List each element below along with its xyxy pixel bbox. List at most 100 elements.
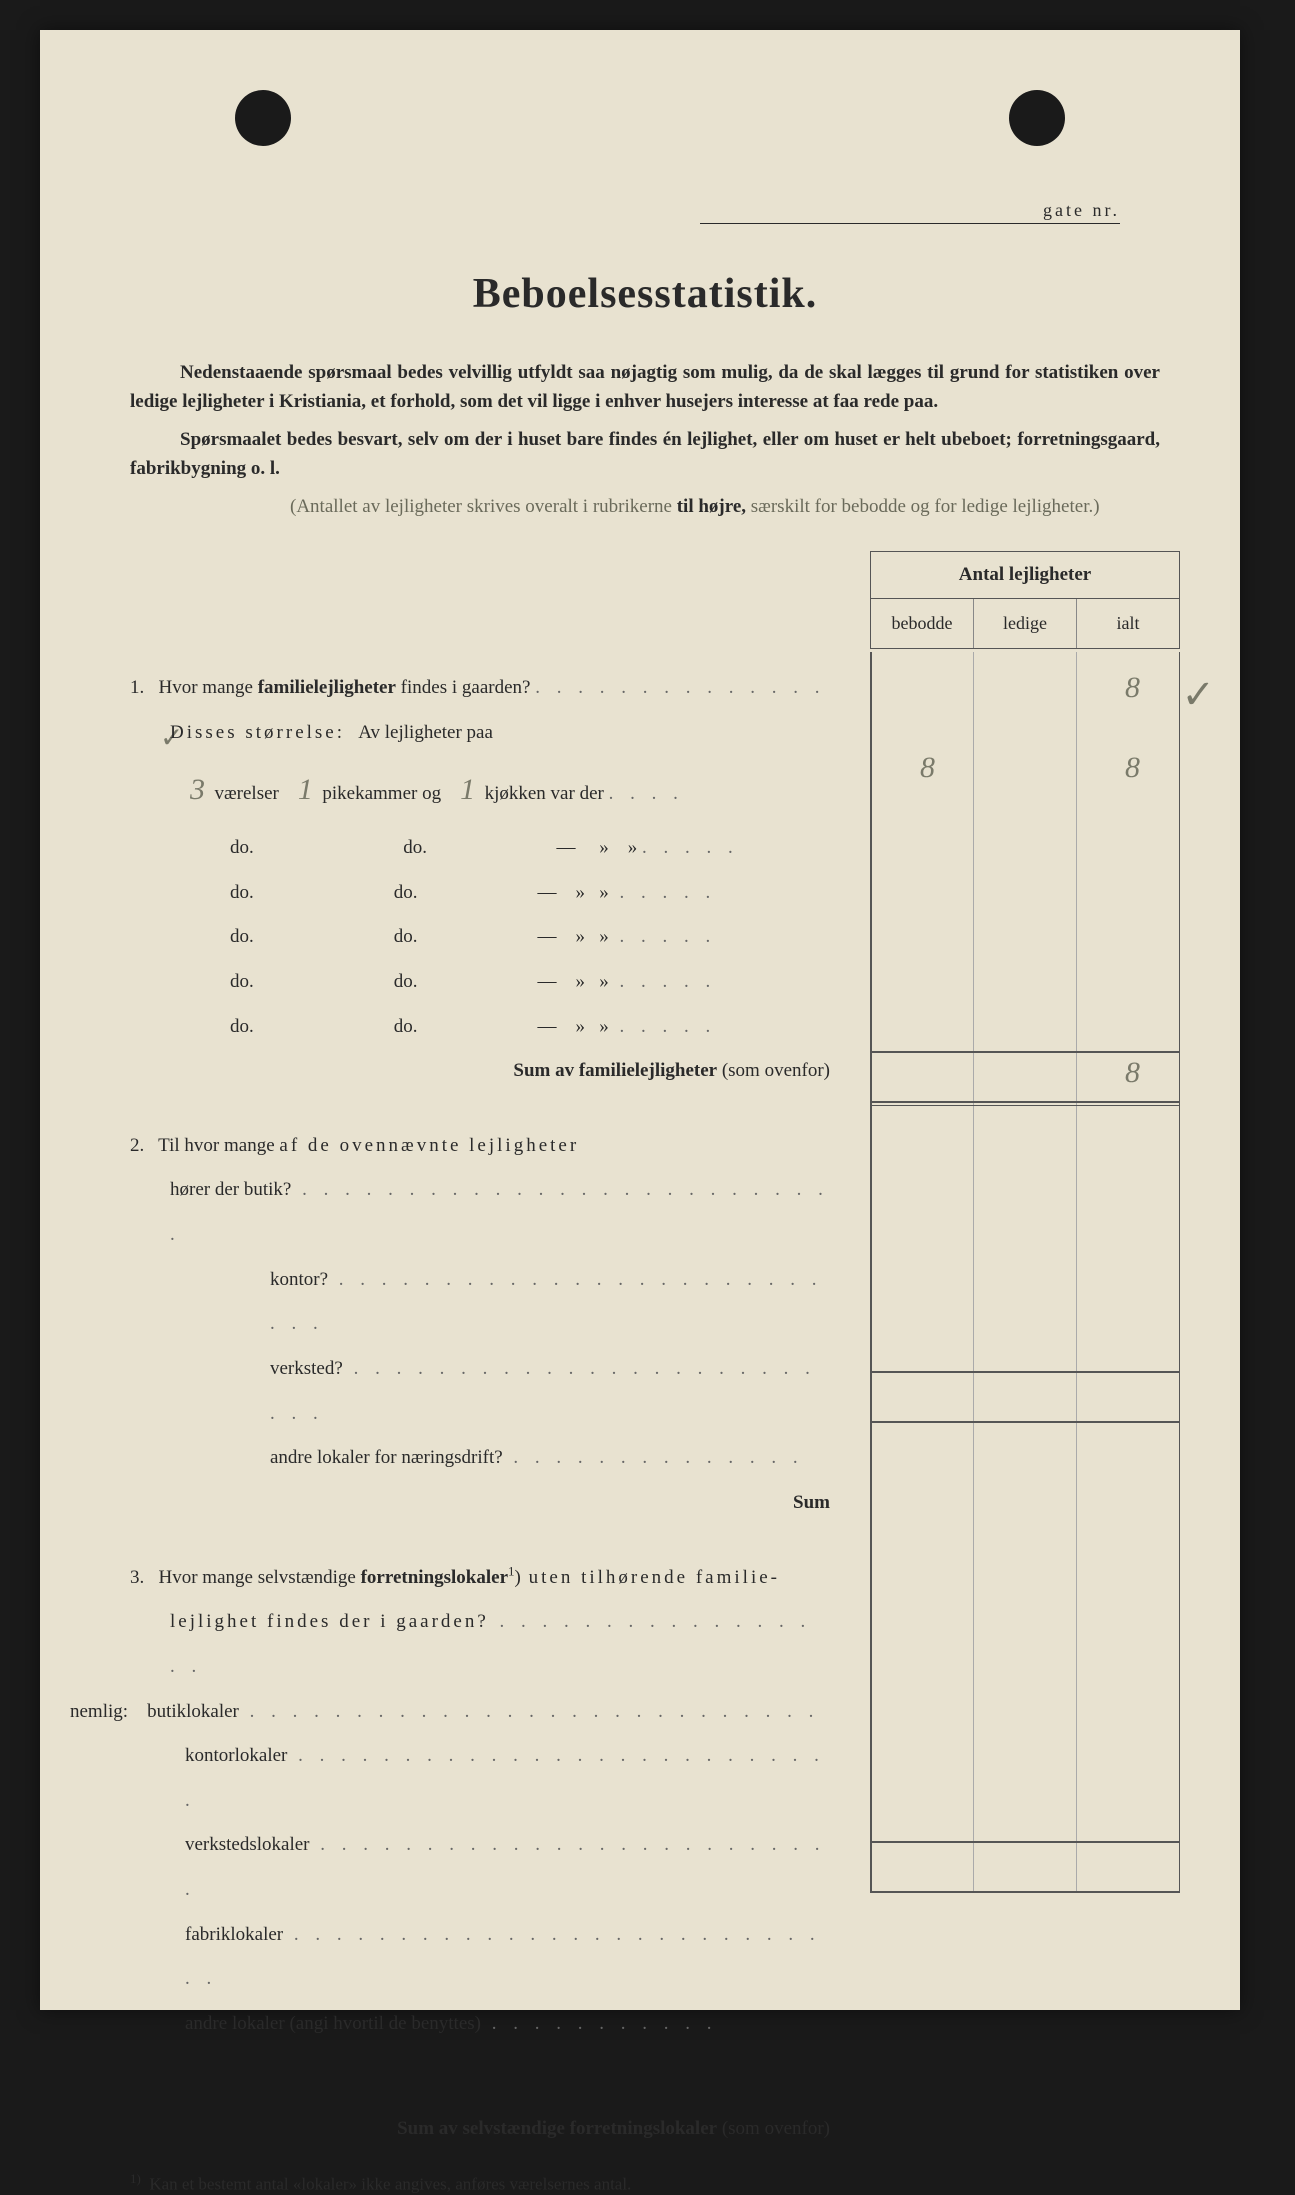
q: » [599,971,609,992]
do: do. [230,882,254,903]
q3-r5t: andre lokaler (angi hvortil de benyttes) [185,2013,481,2034]
dots: . . . . [609,783,684,804]
dots: . . . . . . . . . . . . . . . . . . . . … [270,1269,823,1335]
q1-size-label: Disses størrelse: Av lejligheter paa [130,711,830,756]
hand-pike: 1 [298,773,313,806]
q1-sum-b: (som ovenfor) [717,1060,830,1081]
dash: — [557,837,576,858]
gate-label: gate nr. [1043,200,1120,220]
q1-row-do: do.do.— » » . . . . . [130,915,830,960]
dash: — [538,926,557,947]
q2-title: 2. Til hvor mange af de ovennævnte lejli… [130,1124,830,1169]
q1-b: familielejligheter [258,677,396,698]
q3-nemlig: nemlig: butiklokaler . . . . . . . . . .… [70,1690,830,1735]
q3-r3: verkstedslokaler . . . . . . . . . . . .… [130,1823,830,1912]
gridline [1179,652,1181,1892]
do: do. [230,971,254,992]
q3-title: 3. Hvor mange selvstændige forretningslo… [130,1556,830,1601]
dash: — [538,1016,557,1037]
q1-sum: Sum av familielejligheter (som ovenfor) [130,1049,830,1094]
q3-c: uten tilhørende familie- [521,1567,780,1588]
q1-a: Hvor mange [159,677,258,698]
q2-verksted: verksted? . . . . . . . . . . . . . . . … [130,1347,830,1436]
q1-size-sub: Av lejligheter paa [358,722,493,743]
q2-kontor: kontor? . . . . . . . . . . . . . . . . … [130,1258,830,1347]
dash: — [538,882,557,903]
footnote: 1) Kan et bestemt antal «lokaler» ikke a… [130,2171,1160,2195]
q3-r5: andre lokaler (angi hvortil de benyttes)… [130,2002,830,2047]
do: do. [394,926,418,947]
hand-vaer: 3 [190,773,205,806]
dots: . . . . . [642,837,739,858]
dots: . . . . . . . . . . . . . . . . . . . . … [270,1358,816,1424]
gate-number-field: gate nr. [700,200,1120,224]
l-pike: pikekammer og [322,783,441,804]
q2-sum: Sum [130,1481,830,1526]
intro-paragraph-2: Spørsmaalet bedes besvart, selv om der i… [130,425,1160,484]
question-1: 1. Hvor mange familielejligheter findes … [130,551,1160,1094]
dots: . . . . . [609,926,717,947]
q3-l2: lejlighet findes der i gaarden? [170,1611,489,1632]
q: » [599,837,609,858]
dots: . . . . . . . . . . . . . . [535,677,825,698]
question-2: 2. Til hvor mange af de ovennævnte lejli… [130,1124,1160,1526]
q3-r2: kontorlokaler . . . . . . . . . . . . . … [130,1734,830,1823]
q2-b: af de ovennævnte lejligheter [279,1135,579,1156]
intro3-b: til højre, [677,496,746,517]
q2-l4: verksted? [270,1358,343,1379]
q: » [576,882,586,903]
intro3-c: særskilt for bebodde og for ledige lejli… [746,496,1100,517]
q1-c: findes i gaarden? [396,677,531,698]
nemlig: nemlig: [70,1701,128,1722]
do: do. [394,882,418,903]
document-page: gate nr. Beboelsesstatistik. Nedenstaaen… [40,30,1240,2010]
q2-l2: hører der butik? [170,1179,291,1200]
do: do. [394,1016,418,1037]
q1-sum-a: Sum av familielejligheter [513,1060,717,1081]
dots: . . . . . . . . . . . . . . [503,1447,804,1468]
l-kjok: kjøkken var der [485,783,604,804]
dots: . . . . . [609,882,717,903]
q3-r4t: fabriklokaler [185,1924,283,1945]
q3-sum-a: Sum av selvstændige forretningslokaler [397,2118,717,2139]
question-3: 3. Hvor mange selvstændige forretningslo… [130,1556,1160,2152]
l-vaer: værelser [215,783,279,804]
q3-sum: Sum av selvstændige forretningslokaler (… [130,2107,830,2152]
q2-a: Til hvor mange [158,1135,279,1156]
dots: . . . . . [609,1016,717,1037]
hline [870,1105,1180,1106]
q1-row-do: do.do.— » » . . . . . [130,1005,830,1050]
dots: . . . . . . . . . . . . . . . . . . . . … [239,1701,820,1722]
hand-kjok: 1 [460,773,475,806]
do: do. [403,837,427,858]
q: » [576,1016,586,1037]
q: » [576,926,586,947]
do: do. [394,971,418,992]
hline [870,1101,1180,1103]
punch-hole-left [235,90,291,146]
q: » [599,882,609,903]
footnote-text: Kan et bestemt antal «lokaler» ikke angi… [149,2175,631,2194]
q3-sum-b: (som ovenfor) [717,2118,830,2139]
q2-andre: andre lokaler for næringsdrift? . . . . … [130,1436,830,1481]
q1-title: 1. Hvor mange familielejligheter findes … [130,666,830,711]
dash: — [538,971,557,992]
q3-r3t: verkstedslokaler [185,1834,310,1855]
q2-num: 2. [130,1135,144,1156]
q3-r1: butiklokaler [147,1701,239,1722]
q: » [628,837,638,858]
intro3-a: (Antallet av lejligheter skrives overalt… [290,496,677,517]
q2-l5: andre lokaler for næringsdrift? [270,1447,503,1468]
do: do. [230,1016,254,1037]
q: » [599,926,609,947]
intro-paragraph-1: Nedenstaaende spørsmaal bedes velvillig … [130,358,1160,417]
dots: . . . . . [609,971,717,992]
q1-num: 1. [130,677,144,698]
footnote-marker: 1) [130,2171,141,2186]
intro-paragraph-3: (Antallet av lejligheter skrives overalt… [130,492,1160,521]
document-title: Beboelsesstatistik. [130,270,1160,318]
q: » [576,971,586,992]
q1-row-do: do. do. — » » . . . . . [130,871,830,916]
q1-row-1: 3 værelser 1 pikekammer og 1 kjøkken var… [130,755,830,826]
q3-num: 3. [130,1567,144,1588]
